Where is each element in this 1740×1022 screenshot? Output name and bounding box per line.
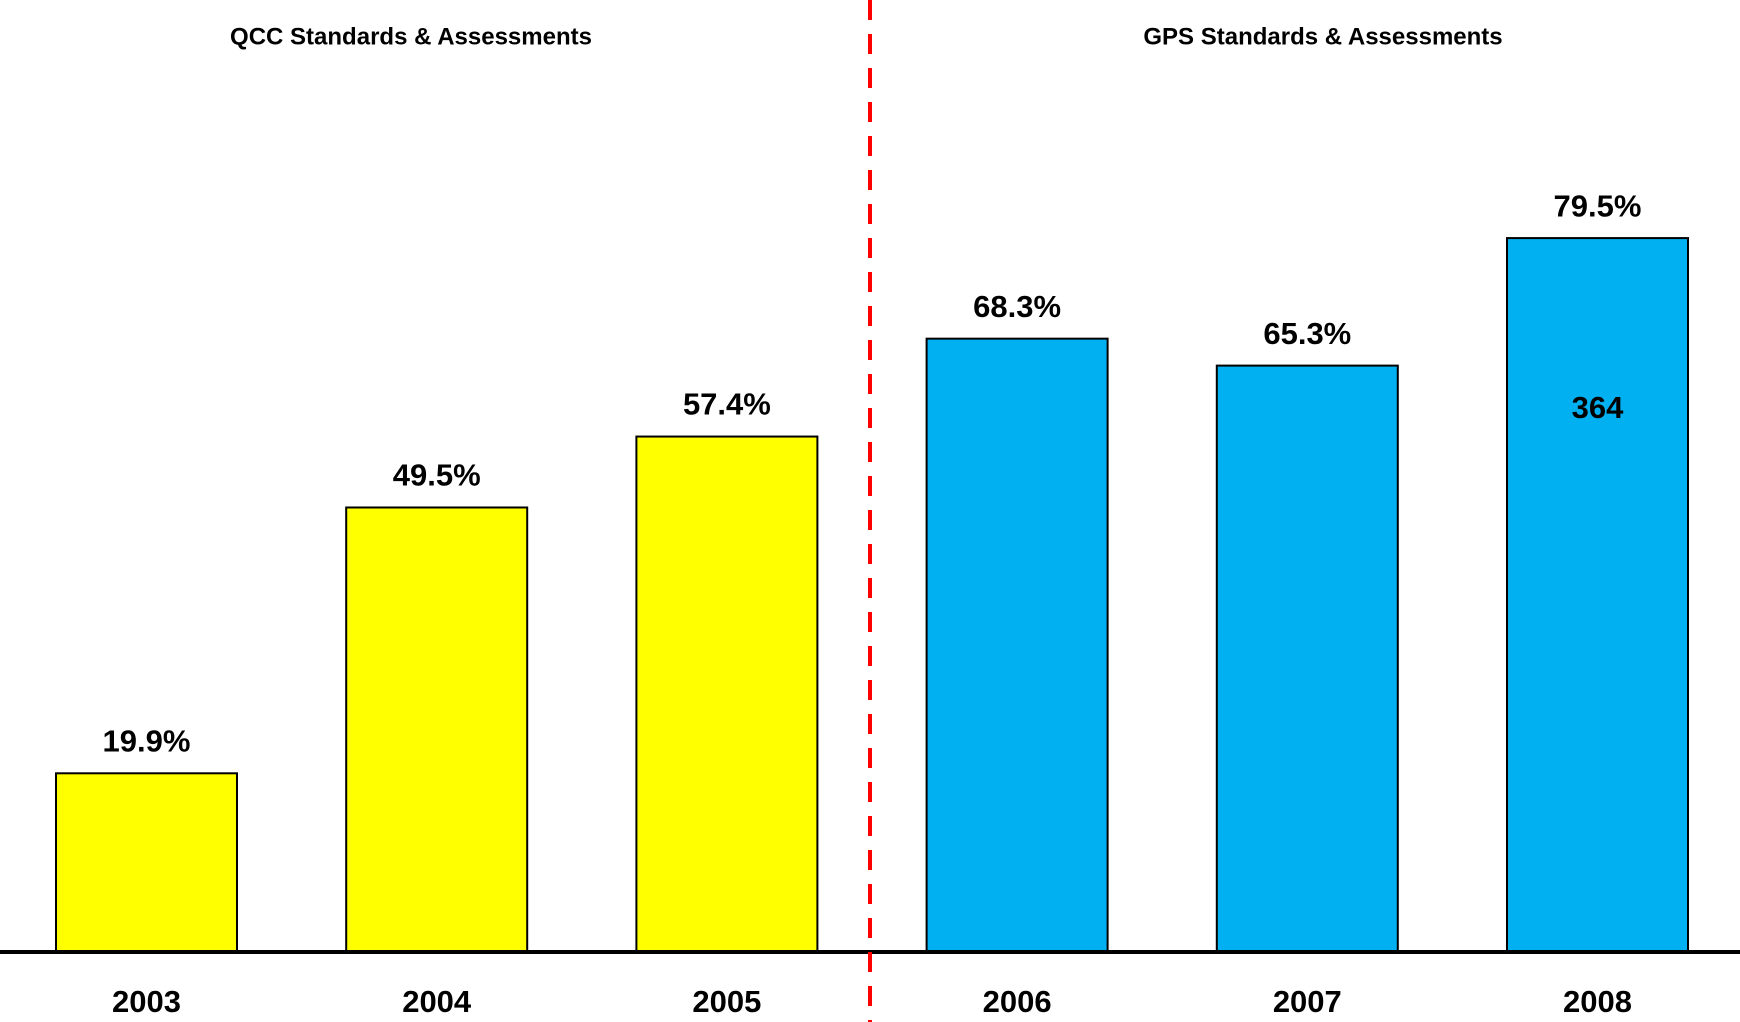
x-tick-label: 2005 xyxy=(692,984,761,1019)
bar xyxy=(1215,364,1399,953)
bar xyxy=(925,337,1109,953)
annotation: 364 xyxy=(1572,390,1624,425)
data-label: 19.9% xyxy=(103,723,191,758)
data-label: 57.4% xyxy=(683,387,771,422)
bar xyxy=(55,772,238,953)
x-tick-label: 2008 xyxy=(1563,984,1632,1019)
bar xyxy=(635,435,819,954)
data-label: 65.3% xyxy=(1263,316,1351,351)
group-label: QCC Standards & Assessments xyxy=(230,23,592,50)
bar xyxy=(345,506,529,953)
data-label: 68.3% xyxy=(973,289,1061,324)
x-tick-label: 2007 xyxy=(1273,984,1342,1019)
data-label: 49.5% xyxy=(393,458,481,493)
x-tick-label: 2004 xyxy=(402,984,472,1019)
x-tick-label: 2006 xyxy=(983,984,1052,1019)
bar xyxy=(1506,237,1689,953)
data-label: 79.5% xyxy=(1554,188,1642,223)
x-tick-label: 2003 xyxy=(112,984,181,1019)
group-label: GPS Standards & Assessments xyxy=(1143,23,1502,50)
